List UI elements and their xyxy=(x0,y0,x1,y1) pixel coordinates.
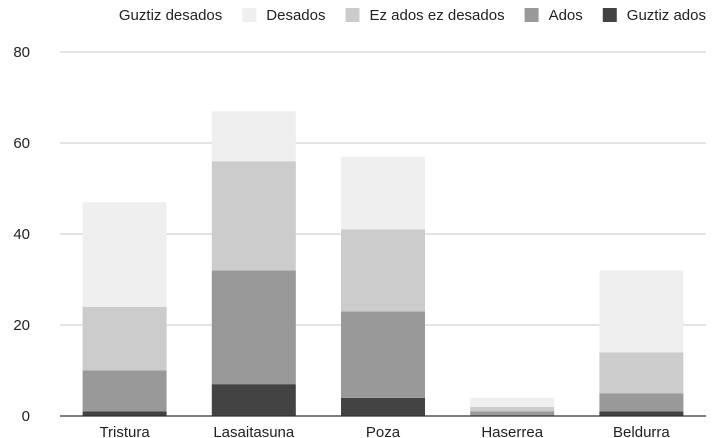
y-tick-label: 20 xyxy=(13,317,30,334)
legend-label: Guztiz ados xyxy=(627,7,706,24)
x-tick-label: Lasaitasuna xyxy=(213,424,295,438)
bar-segment xyxy=(82,411,167,416)
x-tick-label: Poza xyxy=(366,424,401,438)
bar-segment xyxy=(82,306,167,371)
bar-segment xyxy=(211,161,296,271)
x-axis-tick-labels: Tristura Lasaitasuna Poza Haserrea Beldurra xyxy=(99,424,670,438)
legend-label: Ados xyxy=(549,7,583,24)
y-tick-label: 60 xyxy=(13,135,30,152)
y-axis-tick-labels: 0 20 40 60 80 xyxy=(13,44,30,425)
x-tick-label: Haserrea xyxy=(481,424,543,438)
x-tick-label: Tristura xyxy=(99,424,150,438)
bar-segment xyxy=(341,156,425,230)
legend-swatch xyxy=(242,8,257,22)
y-tick-label: 0 xyxy=(22,408,30,425)
bar-segment xyxy=(82,202,167,307)
bar-segment xyxy=(470,411,555,416)
bar-segment xyxy=(599,393,684,412)
bar-segment xyxy=(599,352,684,394)
legend-swatch xyxy=(345,8,360,22)
y-tick-label: 80 xyxy=(13,44,30,61)
legend-swatch xyxy=(524,8,539,22)
bar-segment xyxy=(211,384,296,416)
bar-segment xyxy=(211,270,296,385)
bar-segment xyxy=(470,397,555,407)
bar-segment xyxy=(341,229,425,312)
bar-segment xyxy=(599,411,684,416)
bar-segment xyxy=(341,397,425,416)
legend-label: Desados xyxy=(266,7,325,24)
legend-label: Ez ados ez desados xyxy=(369,7,504,24)
y-tick-label: 40 xyxy=(13,226,30,243)
legend-label: Guztiz desados xyxy=(119,7,222,24)
bar-segment xyxy=(211,111,296,162)
legend-swatch xyxy=(602,8,617,22)
bar-segment xyxy=(341,311,425,398)
bar-segment xyxy=(82,370,167,412)
bar-segment xyxy=(470,406,555,412)
bars xyxy=(82,111,684,416)
legend: Guztiz desados Desados Ez ados ez desados A… xyxy=(119,7,706,24)
x-tick-label: Beldurra xyxy=(613,424,670,438)
bar-segment xyxy=(599,270,684,353)
